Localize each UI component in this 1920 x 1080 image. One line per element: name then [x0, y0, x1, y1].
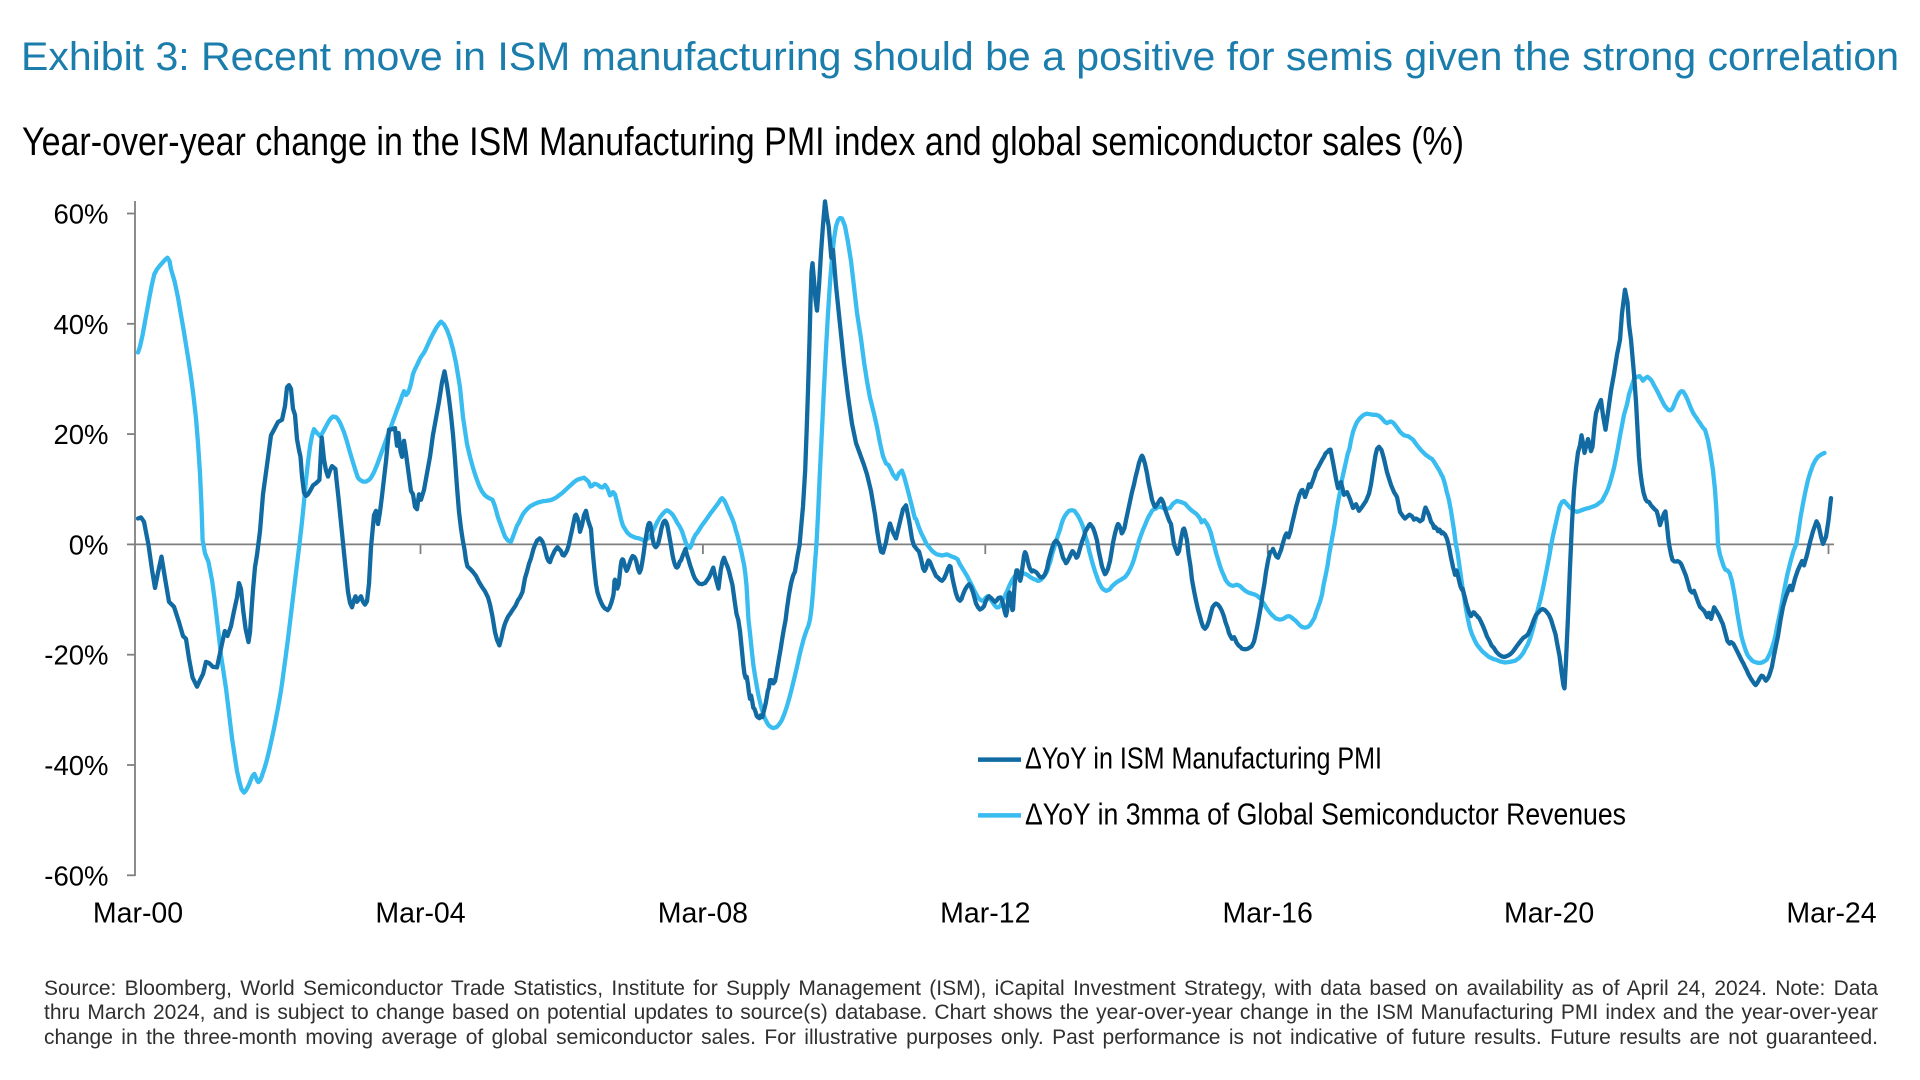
svg-text:40%: 40% [53, 309, 108, 340]
svg-text:ΔYoY in ISM Manufacturing PMI: ΔYoY in ISM Manufacturing PMI [1025, 741, 1382, 776]
svg-text:Mar-24: Mar-24 [1786, 898, 1876, 930]
svg-text:ΔYoY in 3mma of Global Semicon: ΔYoY in 3mma of Global Semiconductor Rev… [1025, 797, 1626, 832]
svg-text:60%: 60% [53, 199, 108, 230]
svg-text:Mar-08: Mar-08 [658, 898, 748, 930]
svg-text:Mar-20: Mar-20 [1504, 898, 1594, 930]
svg-text:Year-over-year change in the I: Year-over-year change in the ISM Manufac… [22, 120, 1464, 164]
svg-text:Mar-16: Mar-16 [1223, 898, 1313, 930]
svg-text:-20%: -20% [44, 640, 108, 671]
svg-text:Mar-04: Mar-04 [375, 898, 465, 930]
svg-text:0%: 0% [69, 529, 109, 560]
svg-text:-60%: -60% [44, 860, 108, 891]
svg-text:-40%: -40% [44, 750, 108, 781]
svg-text:Exhibit 3: Recent move in ISM: Exhibit 3: Recent move in ISM manufactur… [21, 35, 1899, 79]
svg-text:Mar-00: Mar-00 [93, 898, 183, 930]
svg-text:20%: 20% [53, 419, 108, 450]
svg-text:Mar-12: Mar-12 [940, 898, 1030, 930]
